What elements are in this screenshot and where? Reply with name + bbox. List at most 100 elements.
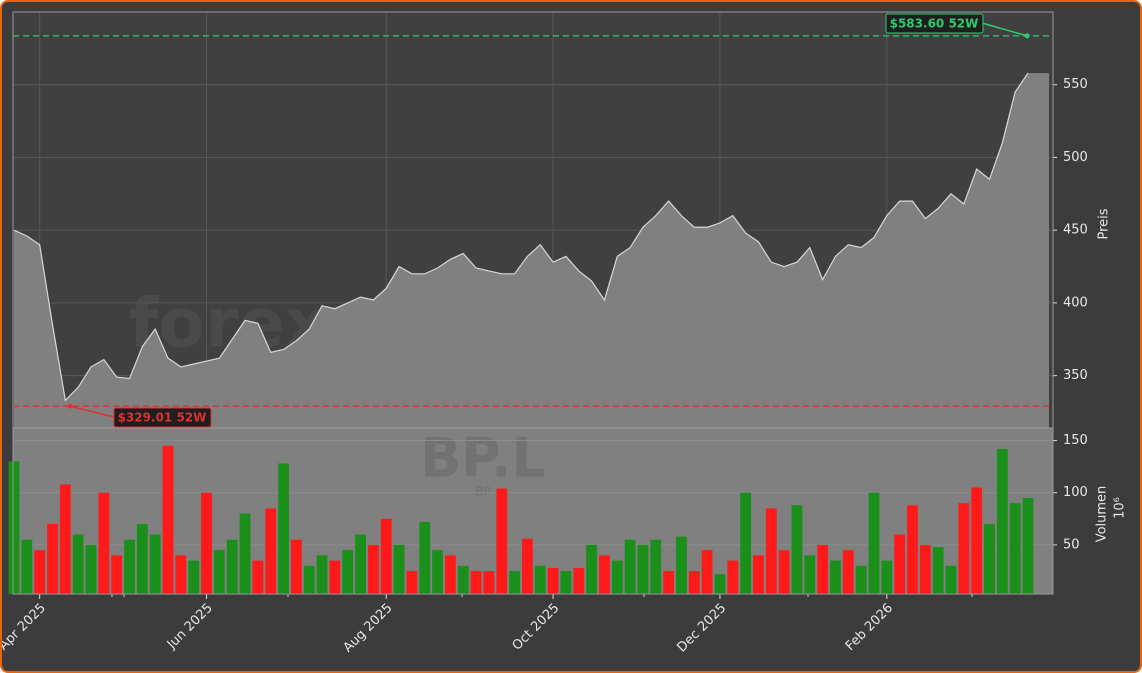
volume-bar	[265, 508, 277, 594]
volume-bar	[701, 550, 713, 594]
volume-bar	[894, 534, 906, 594]
watermark-name: BP	[475, 485, 490, 499]
volume-bar	[919, 544, 931, 594]
annotation-arrow	[69, 405, 115, 418]
volume-bar	[445, 555, 456, 594]
volume-bar	[124, 539, 135, 594]
y-tick-label: 500	[1063, 150, 1088, 165]
volume-bar	[778, 550, 790, 594]
y-tick-label: 450	[1063, 223, 1088, 238]
volume-background	[13, 428, 1053, 594]
volume-bar	[72, 534, 84, 594]
volume-bar	[624, 539, 636, 594]
volume-bar	[714, 574, 726, 594]
volume-bar	[47, 524, 58, 594]
volume-bar	[419, 521, 431, 594]
volume-bar	[791, 505, 803, 594]
volume-bar	[432, 550, 443, 594]
volume-bar	[368, 544, 379, 594]
plot-border	[12, 11, 1054, 595]
volume-bar	[522, 538, 533, 594]
volume-bar	[637, 544, 649, 594]
x-tick-label: Oct 2025	[510, 601, 563, 654]
price-line	[13, 72, 1029, 402]
volume-bar	[393, 544, 405, 594]
y-axis-label: Volumen	[1095, 486, 1110, 543]
volume-bar	[85, 544, 97, 594]
volume-bar	[688, 571, 700, 594]
volume-bar	[111, 555, 123, 594]
y-axis-unit: 10⁶	[1113, 497, 1128, 519]
volume-bar	[740, 492, 752, 594]
volume-bar	[727, 560, 739, 594]
y-tick-label: 100	[1063, 485, 1088, 500]
x-tick-label: Jun 2025	[164, 601, 216, 653]
volume-bar	[303, 565, 315, 594]
x-tick-label: Dec 2025	[675, 601, 730, 656]
annotation-box	[885, 13, 984, 34]
volume-bar	[560, 571, 572, 594]
volume-bar	[586, 544, 597, 594]
volume-bar	[817, 544, 829, 594]
volume-bar	[1022, 497, 1034, 594]
volume-bar	[483, 571, 495, 594]
y-tick-label: 150	[1063, 433, 1088, 448]
volume-bar	[599, 555, 610, 594]
volume-bar	[213, 550, 225, 594]
volume-bar	[842, 550, 854, 594]
volume-bar	[663, 571, 674, 594]
volume-bar	[753, 555, 764, 594]
volume-bar	[830, 560, 841, 594]
volume-bar	[380, 518, 392, 594]
volume-bar	[804, 555, 816, 594]
watermark-symbol: BP.L	[420, 427, 546, 490]
volume-bar	[881, 560, 893, 594]
volume-bar	[1009, 503, 1021, 594]
volume-bar	[650, 539, 662, 594]
x-tick-label: Feb 2026	[843, 601, 896, 654]
volume-bar	[971, 487, 983, 594]
volume-bar	[611, 560, 623, 594]
volume-bar	[59, 484, 71, 594]
price-area	[14, 73, 1049, 428]
volume-bar	[149, 534, 161, 594]
volume-bar	[290, 539, 302, 594]
volume-bar	[98, 492, 110, 594]
volume-bar	[457, 565, 469, 594]
volume-bar	[201, 492, 212, 594]
volume-bar	[547, 567, 559, 594]
volume-bar	[855, 565, 867, 594]
annotation-label: $583.60 52W	[890, 17, 979, 31]
arrow-head	[1024, 33, 1030, 39]
x-tick-label: Apr 2025	[2, 601, 49, 654]
volume-bar	[996, 448, 1008, 594]
volume-bar	[932, 547, 944, 594]
volume-bar	[496, 488, 508, 594]
volume-bar	[342, 550, 354, 594]
volume-bar	[509, 571, 520, 594]
volume-bar	[945, 565, 957, 594]
volume-bar	[34, 550, 46, 594]
y-tick-label: 400	[1063, 295, 1088, 310]
volume-bar	[278, 463, 289, 594]
y-axis-label: Preis	[1097, 208, 1112, 239]
arrow-head	[67, 403, 73, 409]
volume-bar	[470, 571, 482, 594]
volume-bar	[162, 445, 174, 594]
volume-bar	[355, 534, 366, 594]
volume-bar	[907, 505, 918, 594]
volume-bar	[534, 565, 546, 594]
volume-bar	[676, 536, 687, 594]
volume-bar	[765, 508, 777, 594]
volume-bar	[175, 555, 187, 594]
volume-bar	[984, 524, 995, 594]
x-tick-label: Aug 2025	[341, 601, 396, 656]
y-tick-label: 350	[1063, 368, 1088, 383]
volume-bar	[316, 555, 328, 594]
volume-bar	[573, 567, 585, 594]
volume-bar	[21, 539, 33, 594]
volume-bar	[329, 560, 341, 594]
volume-bar	[226, 539, 238, 594]
